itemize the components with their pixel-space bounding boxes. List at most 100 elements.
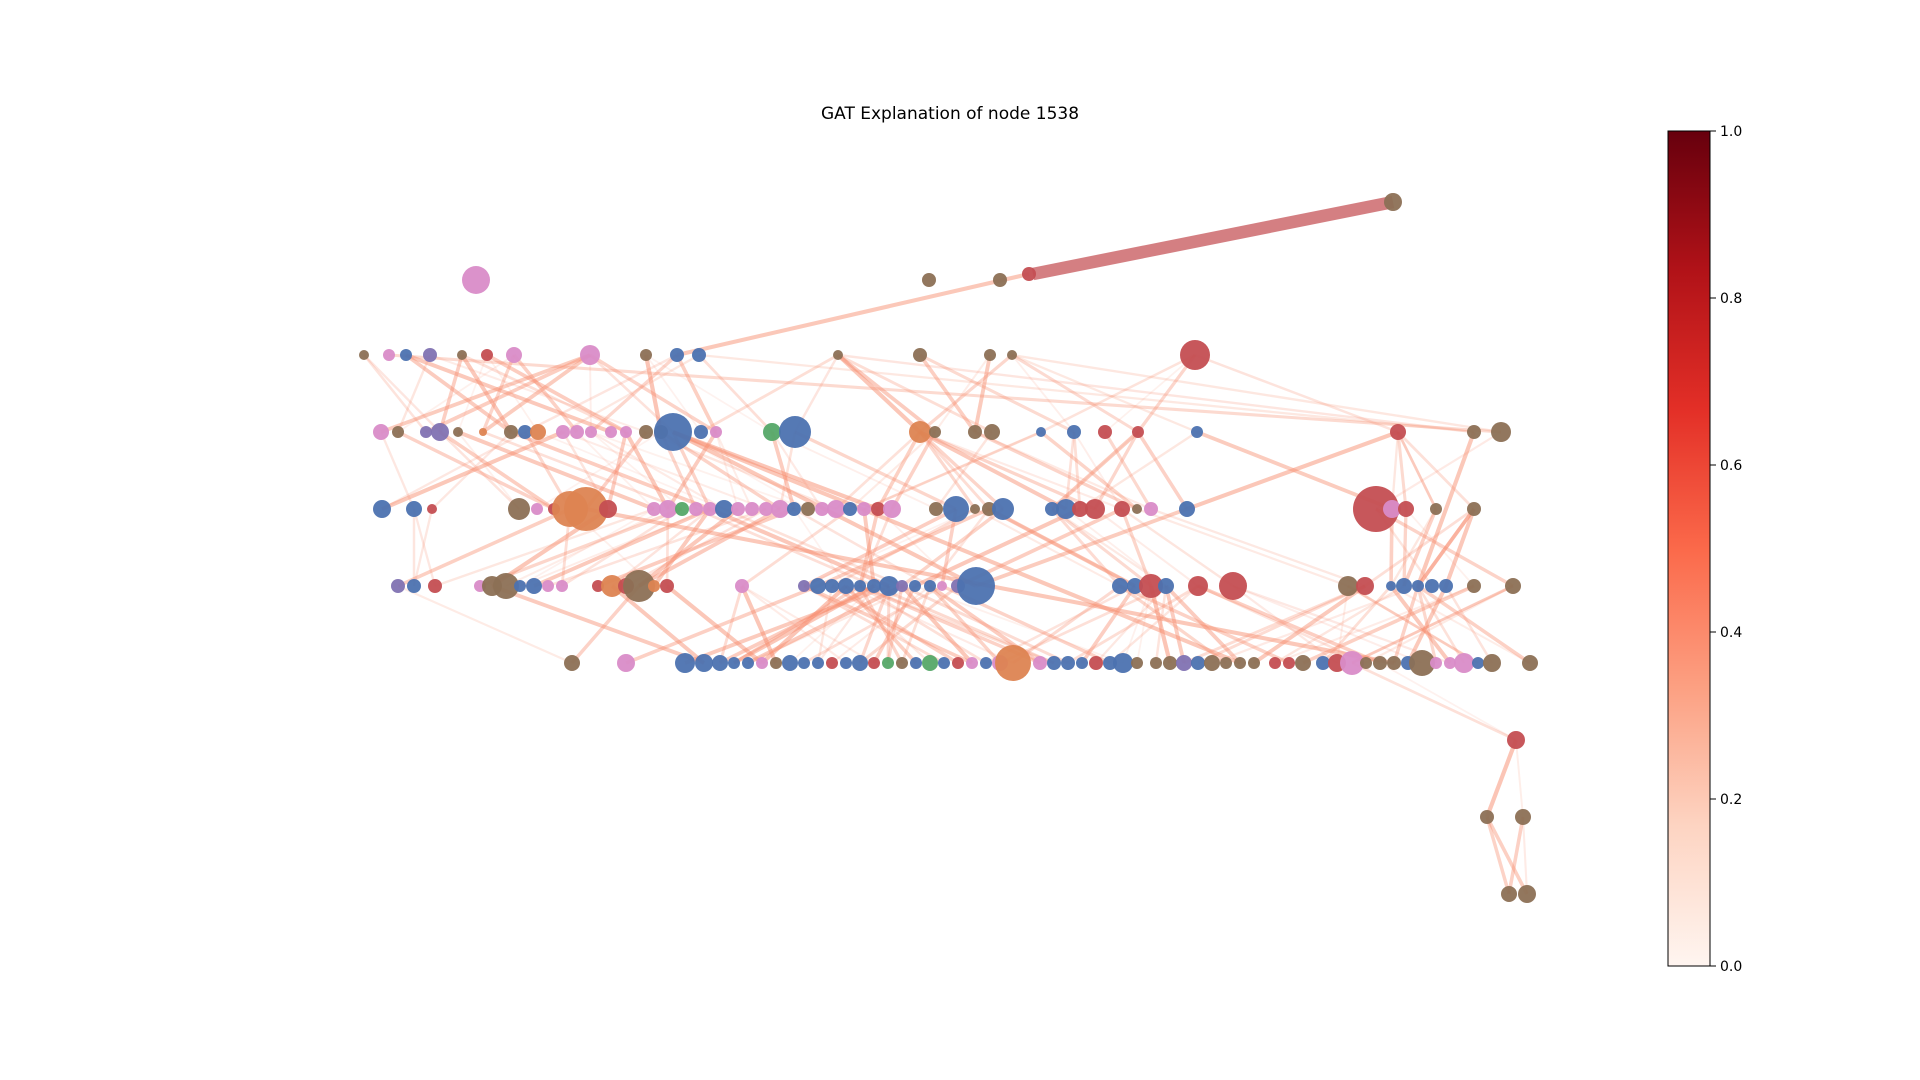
graph-node [692,348,706,362]
graph-node [812,657,824,669]
graph-edge [844,584,918,665]
graph-node [1454,653,1474,673]
graph-edge [793,508,847,587]
graph-node [514,580,526,592]
graph-node [810,578,826,594]
graph-edge [611,508,711,587]
graph-edge [457,431,520,510]
graph-edge [760,584,848,665]
graph-node [660,579,674,593]
graph-node [1098,425,1112,439]
graph-node [1409,650,1435,676]
graph-node [909,580,921,592]
graph-node [570,425,584,439]
graph-edge [1103,431,1153,510]
graph-edge [1072,431,1082,510]
graph-node [1158,578,1174,594]
graph-edge [570,584,641,665]
graph-edge [1040,353,1196,434]
graph-edge [816,585,834,664]
graph-node [771,500,789,518]
graph-edge [1211,584,1419,665]
graph-edge [1119,584,1290,665]
graph-edge [1389,584,1452,665]
graph-node [1033,656,1047,670]
graph-node [966,657,978,669]
graph-node [922,273,936,287]
graph-node [833,350,843,360]
graph-node [420,426,432,438]
colorbar: 0.0 0.2 0.4 0.6 0.8 1.0 [1667,124,1742,975]
graph-node [392,426,404,438]
graph-node [968,425,982,439]
graph-edge [859,584,987,665]
graph-edge [562,431,767,510]
graph-edge [363,354,441,433]
graph-node [937,581,947,591]
graph-edge [709,507,890,588]
graph-node [896,657,908,669]
graph-node [1089,656,1103,670]
graph-node [1176,655,1192,671]
graph-edge [396,354,432,433]
graph-edge [698,353,1475,434]
graph-edge [1232,585,1338,664]
graph-edge [1094,508,1199,587]
graph-node [1412,580,1424,592]
graph-edge [1136,507,1349,588]
graph-edge [770,431,796,510]
graph-node [731,502,745,516]
graph-edge [1396,431,1438,510]
graph-node [1430,503,1442,515]
graph-edge [1051,508,1167,587]
graph-edge [1197,584,1367,665]
graph-edge [817,585,875,664]
graph-node [1022,267,1036,281]
graph-edge [1402,508,1408,587]
graph-node [982,502,996,516]
graph-edge [519,508,655,587]
graph-edge [524,353,678,434]
graph-node [787,502,801,516]
graph-edge [1164,584,1242,665]
graph-node [984,349,996,361]
graph-node [391,579,405,593]
graph-node [896,580,908,592]
graph-edge [1365,585,1514,664]
graph-node [868,657,880,669]
nodes-layer [359,193,1538,903]
graph-edge [637,507,740,588]
graph-node [1491,422,1511,442]
graph-node [957,567,995,605]
graph-node [1396,578,1412,594]
graph-node [770,657,782,669]
graph-edge [975,507,1188,588]
graph-edge [719,584,875,665]
graph-node [1439,579,1453,593]
graph-node [1114,501,1130,517]
graph-edge [1274,584,1405,665]
graph-node [703,502,717,516]
graph-edge [672,430,1241,665]
graph-edge [831,585,931,664]
graph-node [428,579,442,593]
graph-edge [381,430,526,511]
graph-node [913,348,927,362]
graph-edge [624,431,670,510]
graph-edge [561,507,683,588]
graph-node [383,349,395,361]
graph-edge [397,430,555,511]
graph-edge [789,585,875,664]
graph-node [1384,193,1402,211]
graph-edge [429,354,647,433]
graph-edge [491,584,705,665]
graph-node [815,502,829,516]
graph-node [601,575,623,597]
graph-edge [1521,816,1529,895]
graph-edge [695,507,875,588]
graph-node [871,502,885,516]
graph-node [531,503,543,515]
graph-edge [1109,585,1199,664]
graph-edge [431,431,512,510]
